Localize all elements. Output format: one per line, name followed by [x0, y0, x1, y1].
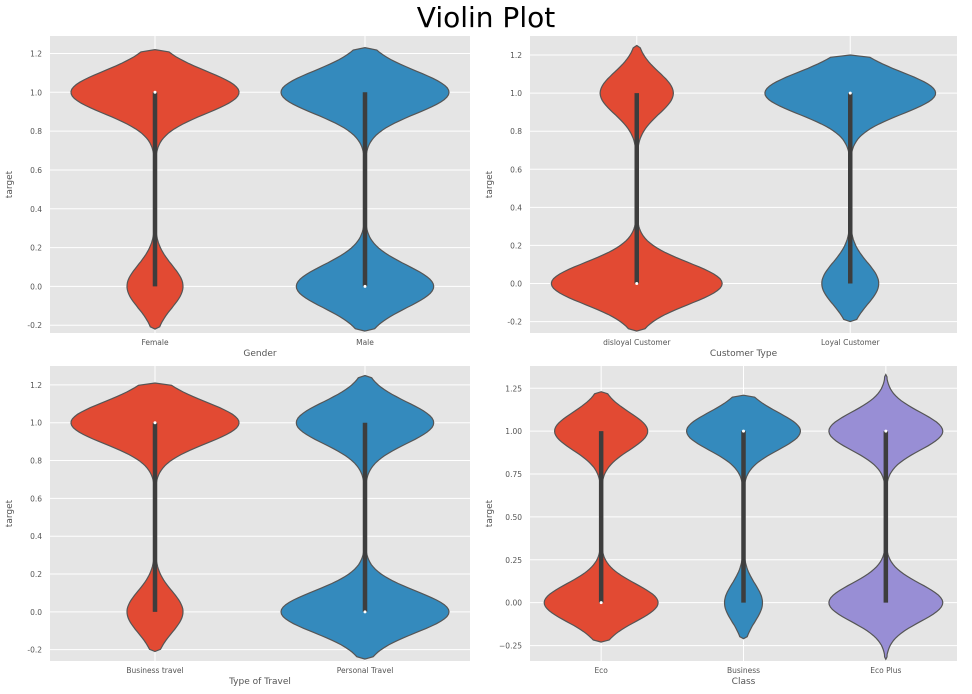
violin-panel-customer-type: -0.2 0.0 0.2 0.4 0.6 0.8 1.0 1.2 disloyal Custom…	[485, 36, 957, 359]
y-tick-label: 0.0	[30, 608, 42, 617]
y-axis-label: target	[485, 499, 495, 527]
violin-median	[599, 601, 603, 605]
violin-panel-gender: -0.2 0.0 0.2 0.4 0.6 0.8 1.0 1.2 Female Male Gende…	[5, 36, 470, 359]
x-tick-label: Business travel	[126, 666, 183, 675]
x-tick-label: Personal Travel	[337, 666, 394, 675]
y-tick-label: 1.25	[505, 384, 522, 393]
y-tick-label: 0.0	[510, 280, 522, 289]
y-tick-label: 1.0	[510, 89, 522, 98]
x-tick-label: Eco Plus	[870, 666, 901, 675]
violin-median	[153, 90, 157, 94]
x-tick-label: Loyal Customer	[821, 338, 880, 347]
y-tick-label: -0.2	[27, 646, 42, 655]
violin-panel-class: −0.25 0.00 0.25 0.50 0.75 1.00 1.25 Eco Business…	[485, 366, 957, 687]
y-tick-label: 0.8	[510, 127, 522, 136]
y-tick-label: 0.2	[30, 570, 42, 579]
y-tick-label: 0.2	[30, 244, 42, 253]
y-tick-label: 0.6	[30, 166, 42, 175]
y-tick-label: 0.4	[30, 205, 42, 214]
violin-median	[363, 610, 367, 614]
y-tick-label: 1.0	[30, 88, 42, 97]
y-tick-label: -0.2	[27, 321, 42, 330]
y-tick-label: 0.6	[30, 494, 42, 503]
violin-panel-type-of-travel: -0.2 0.0 0.2 0.4 0.6 0.8 1.0 1.2 Business travel…	[5, 366, 470, 687]
x-axis-label: Gender	[243, 349, 276, 359]
y-tick-label: 0.50	[505, 513, 522, 522]
y-axis-label: target	[5, 499, 15, 527]
y-tick-label: 1.00	[505, 427, 522, 436]
x-axis-label: Customer Type	[710, 349, 778, 359]
x-tick-label: disloyal Customer	[603, 338, 671, 347]
y-tick-label: 0.8	[30, 127, 42, 136]
y-tick-label: 0.2	[510, 241, 522, 250]
y-tick-label: 0.00	[505, 599, 522, 608]
y-axis-label: target	[485, 170, 495, 198]
x-tick-label: Eco	[594, 666, 608, 675]
y-tick-label: 1.2	[30, 49, 42, 58]
y-tick-label: 0.8	[30, 457, 42, 466]
figure-title: Violin Plot	[416, 1, 556, 34]
y-tick-label: 1.2	[510, 51, 522, 60]
y-tick-label: -0.2	[507, 318, 522, 327]
y-tick-label: 0.0	[30, 282, 42, 291]
y-tick-label: 0.4	[510, 203, 522, 212]
y-tick-label: 0.25	[505, 556, 522, 565]
violin-median	[742, 429, 745, 433]
y-axis-label: target	[5, 170, 15, 198]
y-tick-label: −0.25	[499, 642, 522, 651]
x-axis-label: Class	[732, 677, 756, 687]
x-tick-label: Female	[141, 338, 169, 347]
x-axis-label: Type of Travel	[228, 677, 291, 687]
violin-median	[153, 421, 157, 425]
y-tick-label: 0.4	[30, 532, 42, 541]
violin-median	[635, 282, 639, 285]
y-tick-label: 1.0	[30, 419, 42, 428]
violin-median	[363, 284, 367, 288]
violin-median	[848, 91, 852, 95]
x-tick-label: Business	[727, 666, 760, 675]
violin-median	[884, 429, 888, 433]
y-tick-label: 1.2	[30, 381, 42, 390]
y-tick-label: 0.75	[505, 470, 522, 479]
x-tick-label: Male	[356, 338, 374, 347]
y-tick-label: 0.6	[510, 165, 522, 174]
